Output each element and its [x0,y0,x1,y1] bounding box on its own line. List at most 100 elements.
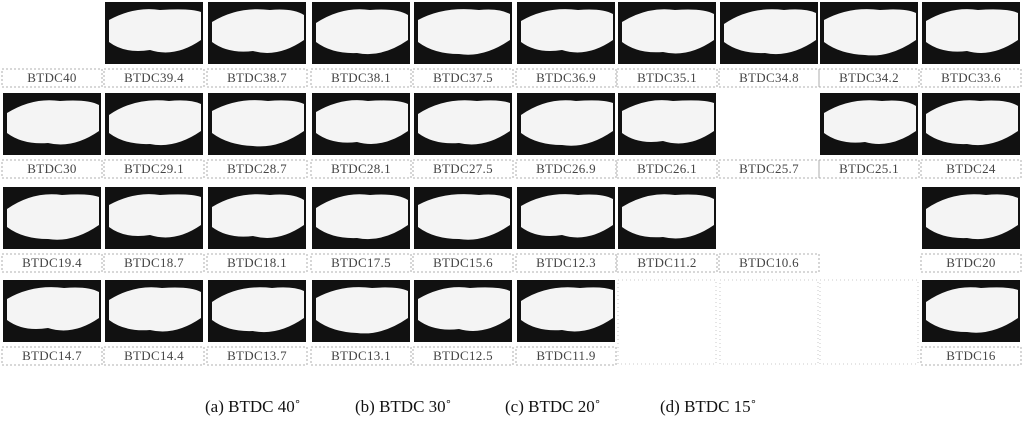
frame-image [3,93,101,155]
frame-image [312,280,410,342]
frame-label: BTDC11.2 [637,255,696,270]
frame-image [720,2,818,64]
frame-image [618,93,716,155]
frame-image [922,2,1020,64]
frame-label: BTDC39.4 [124,70,184,85]
frame-image [105,2,203,64]
frame-image [208,93,306,155]
spray-plume [521,9,613,52]
frame-label: BTDC26.9 [536,161,596,176]
caption: (b) BTDC 30˚ [355,397,451,416]
caption: (d) BTDC 15˚ [660,397,756,416]
frame-label: BTDC27.5 [433,161,493,176]
frame-image [414,93,512,155]
frame-label: BTDC13.7 [227,348,287,363]
figure: BTDC40 BTDC39.4 BTDC38.7 BTDC38.1 BTDC37.5 BT… [0,0,1022,428]
frame-image [312,2,410,64]
frame-label: BTDC38.7 [227,70,287,85]
spray-plume [418,287,510,331]
spray-plume [109,194,201,237]
spray-plume [622,9,714,53]
frame-image [208,2,306,64]
frame-image [414,280,512,342]
empty-cell [820,280,918,364]
frame-label: BTDC14.4 [124,348,184,363]
spray-plume [7,100,99,144]
frame-image [922,187,1020,249]
frame-label: BTDC10.6 [739,255,799,270]
spray-plume [824,100,916,144]
frame-image [517,93,615,155]
frame-label: BTDC34.2 [839,70,899,85]
frame-label: BTDC18.7 [124,255,184,270]
frame-label: BTDC19.4 [22,255,82,270]
frame-label: BTDC25.1 [839,161,899,176]
frame-image [312,93,410,155]
frame-label: BTDC24 [946,161,996,176]
frame-image [208,280,306,342]
frame-label: BTDC33.6 [941,70,1001,85]
frame-label: BTDC12.5 [433,348,493,363]
empty-cell [720,280,818,364]
spray-plume [316,194,408,239]
spray-plume [418,100,510,144]
spray-plume [418,9,510,55]
frame-image [618,2,716,64]
spray-plume [418,194,510,240]
empty-cell [618,280,716,364]
frame-label: BTDC25.7 [739,161,799,176]
frame-image [3,280,101,342]
frame-image [517,280,615,342]
frame-label: BTDC17.5 [331,255,391,270]
frame-image [820,2,918,64]
frame-label: BTDC37.5 [433,70,493,85]
frame-label: BTDC14.7 [22,348,82,363]
frame-label: BTDC12.3 [536,255,596,270]
frame-image [105,280,203,342]
frame-label: BTDC35.1 [637,70,697,85]
frame-label: BTDC36.9 [536,70,596,85]
frame-image [414,2,512,64]
spray-plume [212,194,304,238]
frame-image [517,187,615,249]
spray-plume [7,287,99,330]
frame-image [820,93,918,155]
frame-label: BTDC34.8 [739,70,799,85]
spray-plume [926,9,1018,53]
spray-plume [316,100,408,144]
frame-grid: BTDC40 BTDC39.4 BTDC38.7 BTDC38.1 BTDC37.5 BT… [0,0,1022,428]
frame-label: BTDC28.7 [227,161,287,176]
frame-label: BTDC16 [946,348,996,363]
caption: (c) BTDC 20˚ [505,397,600,416]
frame-image [312,187,410,249]
spray-plume [109,9,201,52]
frame-image [922,280,1020,342]
frame-image [922,93,1020,155]
frame-label: BTDC26.1 [637,161,697,176]
frame-label: BTDC20 [946,255,995,270]
frame-label: BTDC38.1 [331,70,391,85]
spray-plume [212,9,304,53]
frame-image [414,187,512,249]
spray-plume [521,287,613,331]
frame-label: BTDC11.9 [536,348,595,363]
spray-plume [622,194,714,238]
frame-image [517,2,615,64]
spray-plume [109,287,201,331]
frame-image [3,187,101,249]
frame-image [618,187,716,249]
frame-label: BTDC30 [27,161,76,176]
spray-plume [926,100,1018,145]
frame-label: BTDC15.6 [433,255,493,270]
frame-label: BTDC40 [27,70,76,85]
spray-plume [622,100,714,143]
frame-label: BTDC13.1 [331,348,391,363]
frame-label: BTDC29.1 [124,161,184,176]
frame-image [208,187,306,249]
spray-plume [521,194,613,237]
frame-image [105,187,203,249]
caption: (a) BTDC 40˚ [205,397,300,416]
spray-plume [316,9,408,54]
frame-image [105,93,203,155]
frame-label: BTDC28.1 [331,161,391,176]
